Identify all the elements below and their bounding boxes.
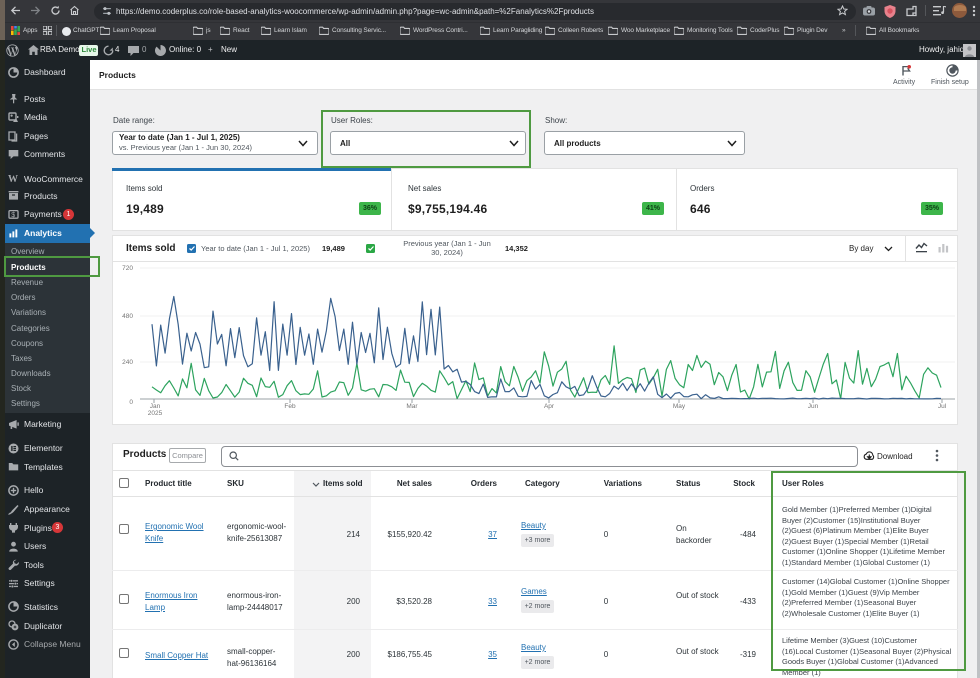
svg-text:$: $ (11, 212, 15, 219)
svg-text:W: W (8, 174, 18, 184)
